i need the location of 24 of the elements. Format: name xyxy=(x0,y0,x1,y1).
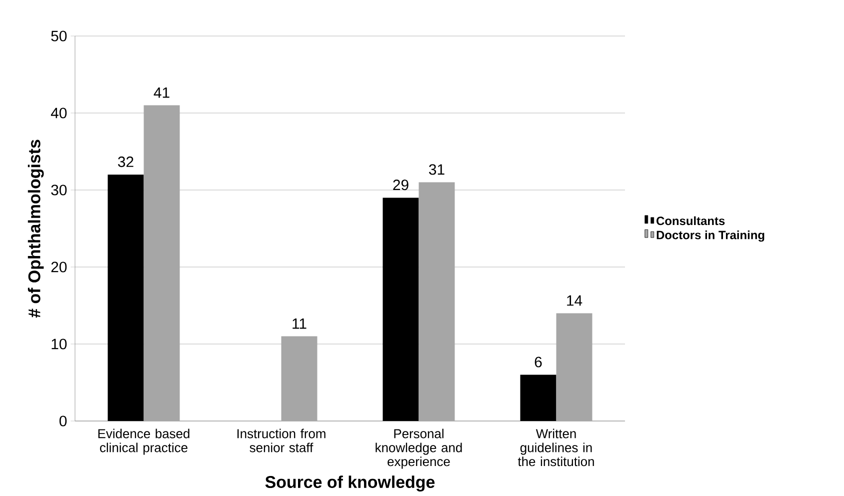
data-label: 29 xyxy=(393,180,408,190)
data-label: 31 xyxy=(429,164,444,175)
data-label: 41 xyxy=(154,88,170,98)
x-tick-label: Instruction from senior staff xyxy=(237,428,326,452)
y-tick-label: 0 xyxy=(59,416,67,426)
data-label: 11 xyxy=(292,318,306,329)
bar xyxy=(520,374,556,421)
y-tick-label: 50 xyxy=(51,30,67,42)
legend-label: Doctors in Training xyxy=(656,230,764,242)
y-tick-label: 10 xyxy=(52,338,67,350)
y-tick-label: 30 xyxy=(51,184,67,196)
y-tick-label: 40 xyxy=(50,108,67,118)
y-axis-title: # of Ophthalmologists xyxy=(28,140,44,318)
y-tick-label: 20 xyxy=(51,262,67,272)
x-axis-title: Source of knowledge xyxy=(265,476,435,492)
legend-label: Consultants xyxy=(656,216,725,226)
bar xyxy=(382,198,419,421)
x-tick-label: Evidence based clinical practice xyxy=(98,428,190,455)
data-label: 14 xyxy=(567,295,582,306)
data-label: 6 xyxy=(534,356,542,368)
data-label: 32 xyxy=(118,156,134,168)
x-tick-label: Personal knowledge and experience xyxy=(376,428,462,469)
bar xyxy=(108,174,144,421)
x-tick-label: Written guidelines in the institution xyxy=(518,428,594,466)
